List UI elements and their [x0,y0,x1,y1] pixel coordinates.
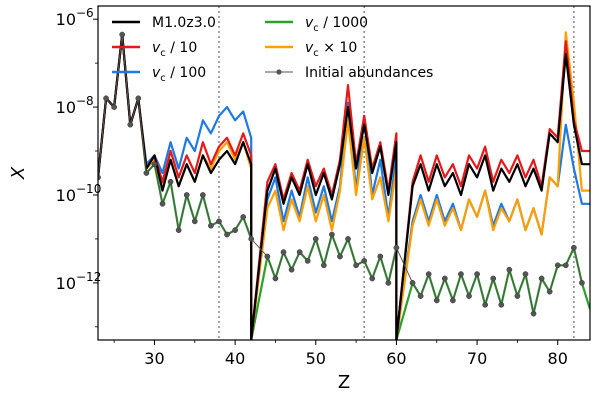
initial-abundance-point [191,218,198,225]
series-line-v-c-10 [98,33,590,340]
initial-abundance-point [393,244,400,251]
initial-abundance-point [329,231,335,238]
legend-entry: Initial abundances [265,65,433,81]
initial-abundance-point [264,253,271,260]
initial-abundance-point [417,293,424,299]
initial-abundance-point [425,271,432,277]
initial-abundance-point [232,227,238,233]
initial-abundance-point [312,236,319,242]
initial-abundance-point [474,271,480,277]
legend-marker [276,69,282,75]
initial-abundance-point [369,275,376,282]
initial-abundance-point [562,262,569,269]
legend-label: M1.0z3.0 [152,15,216,31]
legend-entry: vc / 10 [112,40,197,59]
y-axis-label: X [8,166,29,180]
initial-abundance-point [490,275,497,282]
x-tick-label: 80 [548,349,568,368]
initial-abundance-point [143,170,150,176]
x-tick-label: 70 [467,349,487,368]
initial-abundance-point [200,192,206,198]
legend-label: vc / 100 [152,65,206,84]
initial-abundance-point [538,275,545,282]
initial-abundance-point [272,275,279,282]
initial-abundance-point [377,253,384,260]
initial-abundance-point [441,275,448,282]
initial-abundance-point [280,249,287,255]
y-tick-label: 10 [56,274,76,293]
initial-abundance-point [385,280,392,286]
legend-entry: vc × 10 [265,40,357,59]
initial-abundance-point [288,266,295,273]
x-tick-label: 60 [386,349,406,368]
initial-abundance-point [409,280,416,286]
initial-abundance-point [248,236,255,242]
legend-label: vc / 1000 [305,15,368,34]
initial-abundance-point [119,31,126,38]
legend-entry: vc / 100 [112,65,206,84]
initial-abundance-point [498,301,505,308]
legend-label: vc × 10 [305,40,357,59]
initial-abundance-point [345,236,351,242]
initial-abundance-point [135,95,142,102]
legend-label: Initial abundances [305,65,433,81]
initial-abundance-point [450,297,456,304]
initial-abundance-point [546,288,553,295]
series-line-m1-0z3-0 [98,33,590,340]
y-tick-exponent: −12 [76,270,101,284]
legend-entry: M1.0z3.0 [112,15,216,31]
initial-abundance-point [571,244,577,251]
axes-frame [97,5,591,341]
initial-abundance-point [167,178,174,185]
y-tick-label: 10 [56,186,76,205]
legend-label: vc / 10 [152,40,197,59]
y-tick-exponent: −10 [76,182,101,196]
initial-abundance-point [433,297,440,304]
initial-abundance-point [296,249,303,255]
initial-abundance-point [458,271,464,277]
plot-area [98,6,590,340]
y-tick-exponent: −6 [76,6,94,20]
initial-abundance-point [506,266,513,273]
legend: M1.0z3.0 vc / 10 vc / 100 vc / 1000 vc × 10 I… [112,15,433,84]
initial-abundance-point [522,271,529,277]
initial-abundance-point [320,262,327,269]
y-tick-label: 10 [56,10,76,29]
y-tick-exponent: −8 [76,94,94,108]
initial-abundance-point [216,218,222,225]
initial-abundance-point [159,200,166,207]
initial-abundance-point [240,214,247,220]
initial-abundance-point [208,222,214,229]
x-axis-label: Z [338,372,350,393]
initial-abundance-point [530,310,537,317]
legend-entry: vc / 1000 [265,15,368,34]
x-tick-label: 40 [225,349,245,368]
initial-abundance-point [111,104,117,110]
initial-abundance-point [554,262,561,269]
x-tick-label: 50 [306,349,326,368]
initial-abundance-point [175,227,182,233]
initial-abundance-point [183,192,190,198]
initial-abundance-point [127,121,134,128]
initial-abundance-point [224,231,230,238]
initial-abundance-point [514,293,521,299]
y-tick-label: 10 [56,98,76,117]
initial-abundance-point [151,161,158,168]
x-tick-label: 30 [144,349,164,368]
initial-abundance-point [579,280,585,286]
initial-abundance-point [466,293,472,299]
initial-abundance-point [361,258,368,264]
series-group [98,6,590,340]
initial-abundance-point [353,262,359,269]
initial-abundance-point [482,301,488,308]
initial-abundance-point [337,253,343,260]
initial-abundance-point [304,258,311,264]
initial-abundance-point [103,95,109,102]
